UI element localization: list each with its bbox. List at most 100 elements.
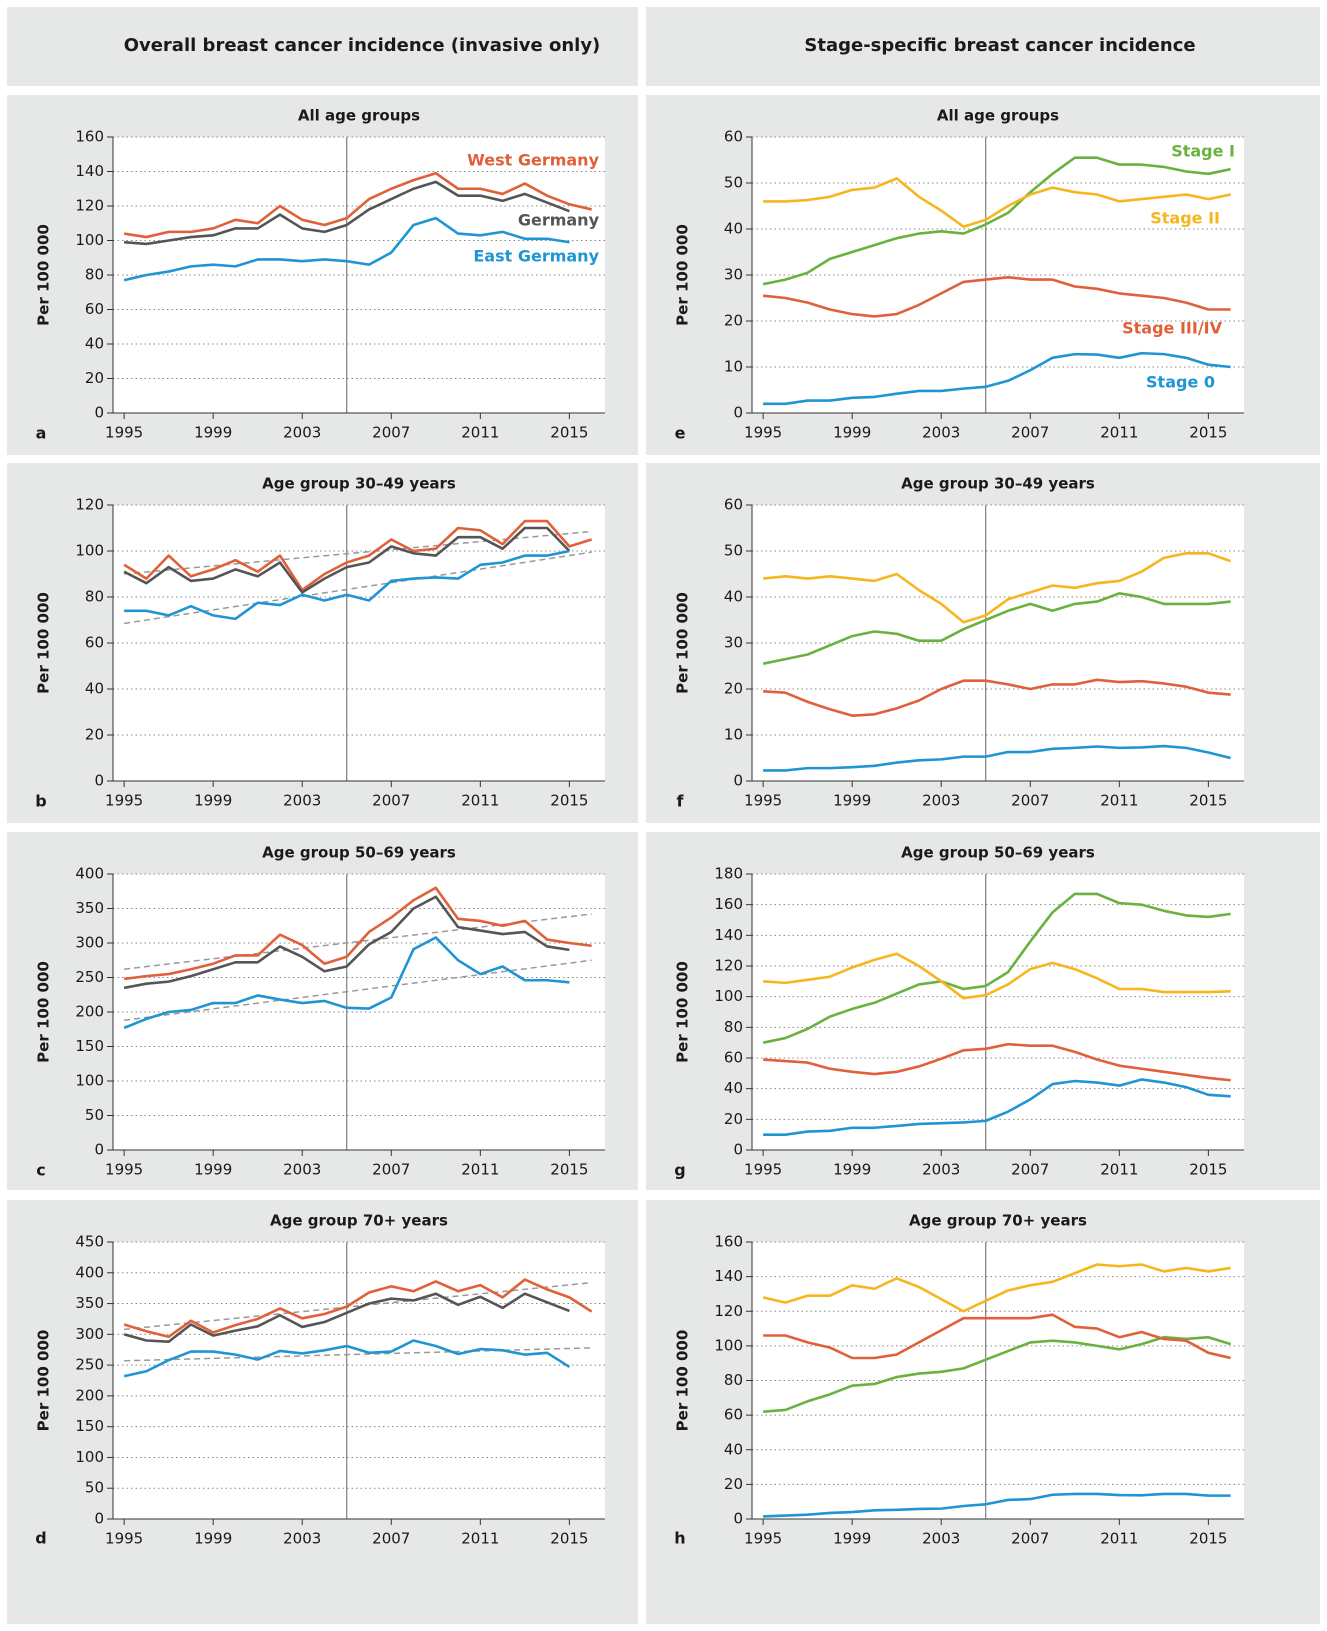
panel-title: All age groups xyxy=(298,107,420,125)
y-tick-label: 40 xyxy=(724,220,743,238)
plot-area xyxy=(752,505,1244,781)
series-label: Stage I xyxy=(1171,142,1235,161)
panel-title: Age group 70+ years xyxy=(270,1212,448,1230)
y-tick-label: 50 xyxy=(724,542,743,560)
y-tick-label: 160 xyxy=(75,128,104,146)
trend-line xyxy=(124,1281,592,1331)
x-tick-label: 2003 xyxy=(922,1161,960,1179)
plot-area xyxy=(752,1242,1244,1519)
x-tick-label: 2007 xyxy=(1011,1161,1049,1179)
x-tick-label: 2003 xyxy=(283,424,321,442)
x-tick-label: 2003 xyxy=(283,1530,321,1548)
y-tick-label: 30 xyxy=(724,266,743,284)
series-line xyxy=(123,1278,593,1339)
series-line xyxy=(123,1339,571,1378)
y-tick-label: 60 xyxy=(85,300,104,318)
plot-area xyxy=(113,505,605,781)
y-tick-label: 80 xyxy=(724,1018,743,1036)
y-tick-label: 30 xyxy=(724,634,743,652)
x-tick-label: 1999 xyxy=(194,1161,232,1179)
x-tick-label: 1999 xyxy=(194,1530,232,1548)
y-tick-label: 50 xyxy=(724,174,743,192)
y-tick-label: 80 xyxy=(724,1371,743,1389)
y-tick-label: 60 xyxy=(724,128,743,146)
x-tick-label: 2015 xyxy=(550,1530,588,1548)
x-tick-label: 2003 xyxy=(283,792,321,810)
series-line xyxy=(123,526,571,594)
y-axis-label: Per 100 000 xyxy=(674,961,692,1063)
panel-title: All age groups xyxy=(937,107,1059,125)
y-tick-label: 60 xyxy=(724,1406,743,1424)
panel-letter: d xyxy=(35,1529,46,1548)
trend-line xyxy=(124,551,592,625)
series-line xyxy=(762,552,1232,624)
panel-letter: a xyxy=(36,424,47,443)
x-tick-label: 2007 xyxy=(372,792,410,810)
column-header: Overall breast cancer incidence (invasiv… xyxy=(124,35,601,56)
panel-letter: c xyxy=(36,1161,45,1180)
x-tick-label: 2011 xyxy=(1100,1530,1138,1548)
series-label: East Germany xyxy=(473,247,599,266)
series-line xyxy=(763,351,1231,406)
y-tick-label: 20 xyxy=(724,1475,743,1493)
y-tick-label: 0 xyxy=(94,1510,104,1528)
series-line xyxy=(124,549,570,621)
series-line xyxy=(123,216,570,282)
header-bg xyxy=(7,7,638,86)
panel-letter: g xyxy=(674,1161,685,1180)
x-tick-label: 2011 xyxy=(461,1161,499,1179)
y-tick-label: 140 xyxy=(714,926,743,944)
x-tick-label: 2007 xyxy=(1011,424,1049,442)
series-line xyxy=(123,886,592,981)
y-tick-label: 120 xyxy=(714,957,743,975)
x-tick-label: 2011 xyxy=(1100,792,1138,810)
y-tick-label: 40 xyxy=(724,588,743,606)
x-tick-label: 2015 xyxy=(550,792,588,810)
series-line xyxy=(763,1078,1231,1136)
x-tick-label: 2015 xyxy=(550,1161,588,1179)
y-tick-label: 60 xyxy=(724,1049,743,1067)
y-tick-label: 50 xyxy=(85,1106,104,1124)
y-tick-label: 100 xyxy=(714,987,743,1005)
x-tick-label: 2007 xyxy=(1011,792,1049,810)
series-line xyxy=(763,744,1231,772)
y-axis-label: Per 100 000 xyxy=(35,1330,53,1432)
series-label: West Germany xyxy=(467,151,599,170)
x-tick-label: 2015 xyxy=(1189,1530,1227,1548)
x-tick-label: 2007 xyxy=(372,1530,410,1548)
plot-area xyxy=(752,874,1244,1150)
x-tick-label: 2011 xyxy=(461,792,499,810)
y-tick-label: 100 xyxy=(75,542,104,560)
y-tick-label: 120 xyxy=(75,197,104,215)
y-tick-label: 300 xyxy=(75,934,104,952)
y-axis-label: Per 100 000 xyxy=(35,224,53,326)
x-tick-label: 1999 xyxy=(833,1530,871,1548)
series-line xyxy=(123,936,570,1030)
series-line xyxy=(763,1492,1231,1518)
series-line xyxy=(763,1313,1231,1360)
panel-letter: b xyxy=(35,792,46,811)
series-line xyxy=(123,1292,570,1344)
y-tick-label: 40 xyxy=(724,1440,743,1458)
x-tick-label: 2011 xyxy=(461,424,499,442)
y-tick-label: 40 xyxy=(724,1079,743,1097)
y-tick-label: 20 xyxy=(724,680,743,698)
y-axis-label: Per 100 000 xyxy=(674,1330,692,1432)
y-tick-label: 80 xyxy=(85,266,104,284)
y-tick-label: 0 xyxy=(94,772,104,790)
x-tick-label: 2011 xyxy=(1100,1161,1138,1179)
series-line xyxy=(763,1335,1232,1413)
series-line xyxy=(762,276,1231,318)
y-tick-label: 120 xyxy=(75,496,104,514)
x-tick-label: 1995 xyxy=(744,792,782,810)
x-tick-label: 2003 xyxy=(922,1530,960,1548)
series-line xyxy=(763,177,1231,228)
y-tick-label: 150 xyxy=(75,1417,104,1435)
y-tick-label: 0 xyxy=(94,404,104,422)
y-axis-label: Per 100 000 xyxy=(674,592,692,694)
x-tick-label: 1999 xyxy=(833,1161,871,1179)
y-tick-label: 100 xyxy=(714,1336,743,1354)
series-line xyxy=(763,678,1231,717)
x-tick-label: 2003 xyxy=(922,792,960,810)
